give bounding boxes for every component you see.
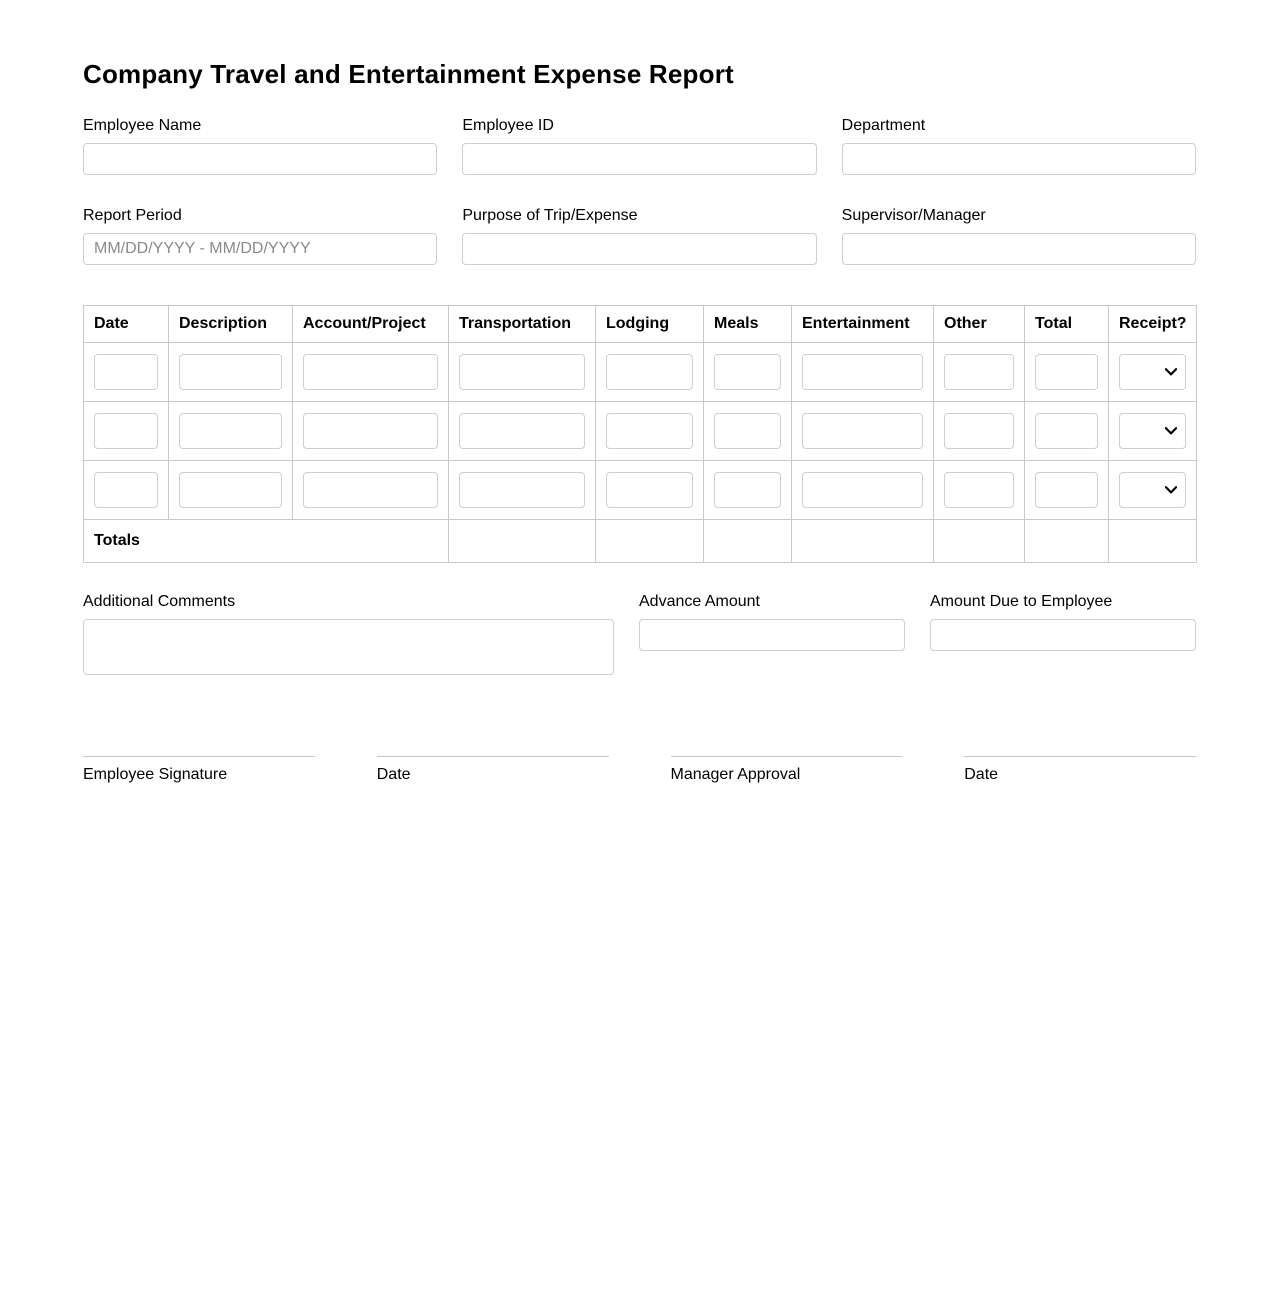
totals-cell-lodging bbox=[595, 519, 704, 563]
manager-approval-line: Manager Approval bbox=[670, 756, 903, 784]
col-header-other: Other bbox=[933, 305, 1025, 343]
department-label: Department bbox=[841, 117, 926, 134]
expense-other-input[interactable] bbox=[944, 413, 1014, 449]
expense-description-input[interactable] bbox=[179, 413, 282, 449]
col-header-entertainment: Entertainment bbox=[791, 305, 934, 343]
expense-total-input[interactable] bbox=[1035, 354, 1098, 390]
employee-name-label: Employee Name bbox=[83, 117, 202, 134]
manager-approval-date-label: Date bbox=[964, 766, 999, 783]
totals-cell-transportation bbox=[448, 519, 596, 563]
report-period-input[interactable] bbox=[83, 233, 438, 265]
amount-due-label: Amount Due to Employee bbox=[930, 593, 1113, 610]
expense-report-form: Company Travel and Entertainment Expense… bbox=[83, 0, 1197, 784]
expense-entertainment-input[interactable] bbox=[802, 472, 923, 508]
expense-lodging-input[interactable] bbox=[606, 413, 693, 449]
page-title: Company Travel and Entertainment Expense… bbox=[83, 59, 734, 89]
employee-id-input[interactable] bbox=[462, 143, 817, 175]
col-header-total: Total bbox=[1024, 305, 1109, 343]
expense-table-header-row: Date Description Account/Project Transpo… bbox=[83, 305, 1197, 343]
advance-amount-label: Advance Amount bbox=[639, 593, 760, 610]
expense-other-input[interactable] bbox=[944, 472, 1014, 508]
expense-lodging-input[interactable] bbox=[606, 354, 693, 390]
receipt-select[interactable] bbox=[1119, 472, 1186, 508]
expense-total-input[interactable] bbox=[1035, 413, 1098, 449]
totals-cell-receipt bbox=[1108, 519, 1197, 563]
expense-other-input[interactable] bbox=[944, 354, 1014, 390]
expense-lodging-input[interactable] bbox=[606, 472, 693, 508]
advance-amount-input[interactable] bbox=[639, 619, 905, 651]
expense-meals-input[interactable] bbox=[714, 472, 781, 508]
expense-transportation-input[interactable] bbox=[459, 354, 585, 390]
supervisor-input[interactable] bbox=[841, 233, 1196, 265]
purpose-field: Purpose of Trip/Expense bbox=[462, 207, 817, 265]
col-header-lodging: Lodging bbox=[595, 305, 704, 343]
expense-meals-input[interactable] bbox=[714, 354, 781, 390]
employee-name-field: Employee Name bbox=[83, 117, 438, 175]
expense-row bbox=[83, 342, 1197, 402]
totals-cell-other bbox=[933, 519, 1025, 563]
employee-signature-line: Employee Signature bbox=[83, 756, 315, 784]
expense-date-input[interactable] bbox=[94, 354, 158, 390]
header-fields: Employee Name Employee ID Department Rep… bbox=[83, 117, 1196, 265]
signature-section: Employee Signature Date Manager Approval… bbox=[83, 756, 1196, 784]
totals-label: Totals bbox=[83, 519, 449, 563]
department-input[interactable] bbox=[841, 143, 1196, 175]
employee-signature-label: Employee Signature bbox=[83, 766, 228, 783]
col-header-date: Date bbox=[83, 305, 169, 343]
totals-cell-meals bbox=[703, 519, 792, 563]
totals-cell-entertainment bbox=[791, 519, 934, 563]
report-period-label: Report Period bbox=[83, 207, 182, 224]
supervisor-label: Supervisor/Manager bbox=[841, 207, 986, 224]
expense-account-project-input[interactable] bbox=[303, 472, 438, 508]
expense-transportation-input[interactable] bbox=[459, 472, 585, 508]
col-header-meals: Meals bbox=[703, 305, 792, 343]
expense-description-input[interactable] bbox=[179, 472, 282, 508]
manager-approval-label: Manager Approval bbox=[670, 766, 801, 783]
employee-id-field: Employee ID bbox=[462, 117, 817, 175]
employee-signature-date-line: Date bbox=[376, 756, 609, 784]
receipt-select[interactable] bbox=[1119, 413, 1186, 449]
expense-meals-input[interactable] bbox=[714, 413, 781, 449]
expense-description-input[interactable] bbox=[179, 354, 282, 390]
employee-signature-date-label: Date bbox=[376, 766, 411, 783]
col-header-account-project: Account/Project bbox=[292, 305, 449, 343]
receipt-select-wrap bbox=[1119, 354, 1186, 390]
purpose-input[interactable] bbox=[462, 233, 817, 265]
employee-name-input[interactable] bbox=[83, 143, 438, 175]
report-period-field: Report Period bbox=[83, 207, 438, 265]
expense-account-project-input[interactable] bbox=[303, 413, 438, 449]
purpose-label: Purpose of Trip/Expense bbox=[462, 207, 638, 224]
expense-total-input[interactable] bbox=[1035, 472, 1098, 508]
additional-comments-field: Additional Comments bbox=[83, 593, 614, 680]
summary-section: Additional Comments Advance Amount Amoun… bbox=[83, 593, 1196, 680]
manager-approval-date-line: Date bbox=[964, 756, 1196, 784]
receipt-select-wrap bbox=[1119, 413, 1186, 449]
expense-row bbox=[83, 460, 1197, 520]
col-header-transportation: Transportation bbox=[448, 305, 596, 343]
supervisor-field: Supervisor/Manager bbox=[841, 207, 1196, 265]
advance-amount-field: Advance Amount bbox=[639, 593, 905, 651]
amount-due-input[interactable] bbox=[930, 619, 1196, 651]
expense-entertainment-input[interactable] bbox=[802, 354, 923, 390]
expense-date-input[interactable] bbox=[94, 413, 158, 449]
receipt-select[interactable] bbox=[1119, 354, 1186, 390]
expense-date-input[interactable] bbox=[94, 472, 158, 508]
amount-due-field: Amount Due to Employee bbox=[930, 593, 1196, 651]
col-header-description: Description bbox=[168, 305, 293, 343]
additional-comments-label: Additional Comments bbox=[83, 593, 236, 610]
expense-row bbox=[83, 401, 1197, 461]
expense-entertainment-input[interactable] bbox=[802, 413, 923, 449]
additional-comments-textarea[interactable] bbox=[83, 619, 614, 675]
department-field: Department bbox=[841, 117, 1196, 175]
employee-id-label: Employee ID bbox=[462, 117, 554, 134]
expense-transportation-input[interactable] bbox=[459, 413, 585, 449]
expense-table: Date Description Account/Project Transpo… bbox=[83, 305, 1197, 563]
col-header-receipt: Receipt? bbox=[1108, 305, 1197, 343]
expense-account-project-input[interactable] bbox=[303, 354, 438, 390]
totals-row: Totals bbox=[83, 519, 1197, 563]
receipt-select-wrap bbox=[1119, 472, 1186, 508]
totals-cell-total bbox=[1024, 519, 1109, 563]
